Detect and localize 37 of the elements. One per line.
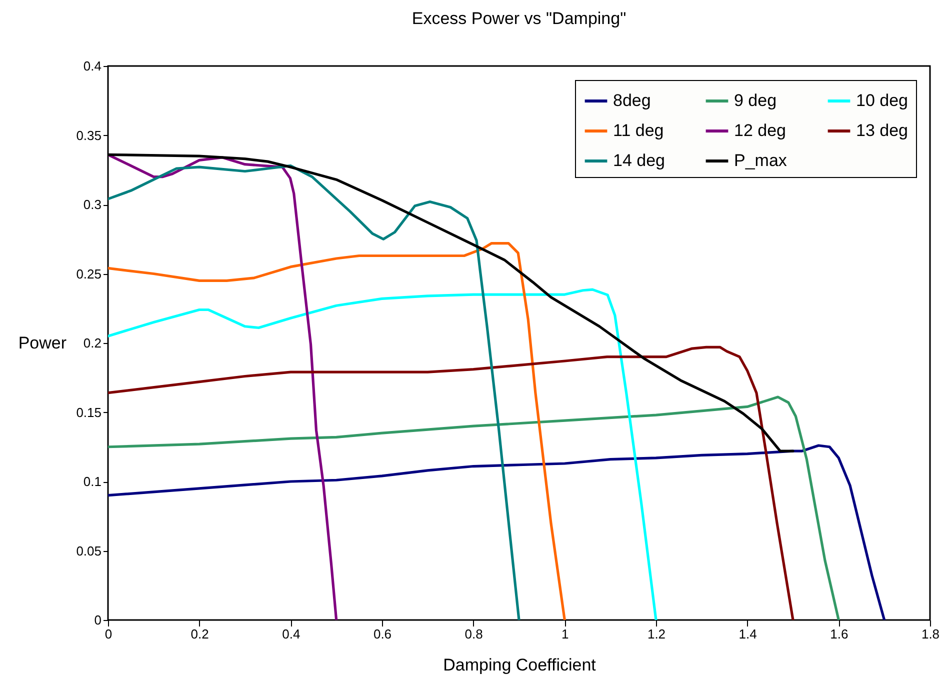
x-tick-label: 1.2 (647, 626, 666, 642)
line-series (108, 444, 886, 620)
legend-label: 9 deg (734, 91, 777, 110)
x-tick-label: 0.8 (464, 626, 483, 642)
x-tick-label: 0.2 (190, 626, 209, 642)
legend-label: 10 deg (856, 91, 908, 110)
y-tick-label: 0 (94, 612, 102, 628)
y-tick-label: 0.4 (83, 58, 102, 74)
x-tick-label: 1.4 (738, 626, 757, 642)
x-tick-label: 1.8 (921, 626, 940, 642)
legend-label: 8deg (613, 91, 651, 110)
y-tick-label: 0.1 (83, 474, 102, 489)
chart-title: Excess Power vs "Damping" (412, 9, 626, 28)
line-series (108, 242, 566, 620)
line-series (108, 346, 794, 620)
y-tick-label: 0.3 (83, 197, 102, 212)
line-series (108, 164, 520, 620)
x-tick-label: 0.6 (373, 626, 392, 642)
legend-label: P_max (734, 151, 788, 170)
x-tick-label: 1.6 (830, 626, 848, 642)
x-tick-label: 0.4 (282, 626, 300, 642)
y-tick-label: 0.15 (76, 404, 102, 420)
line-series (108, 396, 840, 620)
legend-label: 13 deg (856, 121, 908, 140)
line-series (108, 288, 658, 620)
y-tick-label: 0.35 (76, 128, 102, 143)
x-tick-label: 1 (562, 626, 569, 642)
legend-label: 12 deg (734, 121, 786, 140)
y-axis-title: Power (18, 334, 67, 352)
legend-label: 11 deg (613, 121, 664, 140)
y-tick-label: 0.2 (83, 336, 102, 350)
legend-label: 14 deg (613, 151, 665, 170)
x-axis-title: Damping Coefficient (443, 656, 596, 674)
y-tick-label: 0.25 (76, 266, 102, 282)
line-series (108, 153, 338, 620)
y-tick-label: 0.05 (76, 543, 102, 558)
x-tick-label: 0 (104, 626, 112, 642)
